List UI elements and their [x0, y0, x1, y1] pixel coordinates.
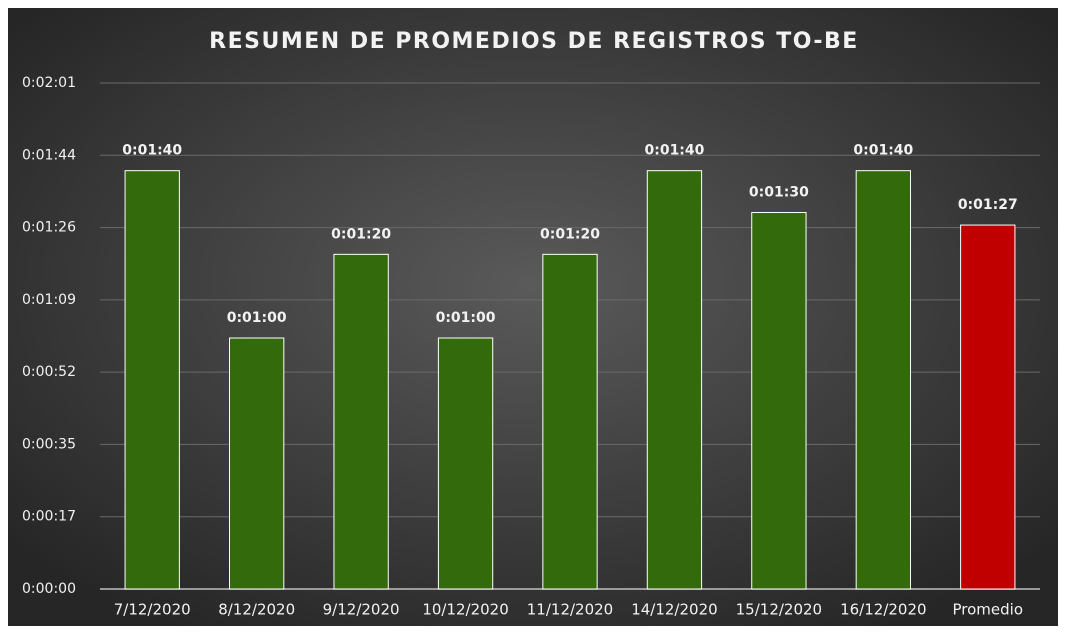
bar: [333, 253, 389, 590]
bar: [437, 337, 494, 590]
bar: [960, 224, 1016, 590]
x-tick-label: 8/12/2020: [218, 601, 295, 619]
data-label: 0:01:40: [853, 143, 913, 159]
y-tick-label: 0:01:09: [22, 292, 76, 308]
x-tick-label: 7/12/2020: [114, 601, 191, 619]
x-tick-label: 10/12/2020: [422, 601, 508, 619]
y-tick-label: 0:00:35: [22, 436, 76, 452]
x-tick-label: Promedio: [953, 601, 1024, 619]
bar: [124, 170, 180, 590]
x-tick-label: 16/12/2020: [840, 601, 926, 619]
data-label: 0:01:00: [227, 310, 287, 326]
x-tick-label: 15/12/2020: [736, 601, 822, 619]
data-label: 0:01:30: [749, 185, 809, 201]
x-tick-label: 11/12/2020: [527, 601, 613, 619]
bar: [646, 170, 703, 590]
bar: [751, 212, 807, 590]
bar: [229, 337, 285, 590]
x-tick-label: 14/12/2020: [631, 601, 717, 619]
bar: [542, 253, 598, 590]
data-label: 0:01:20: [331, 226, 391, 242]
y-tick-label: 0:01:44: [22, 147, 76, 163]
y-tick-label: 0:00:52: [22, 364, 76, 380]
data-label: 0:01:20: [540, 226, 600, 242]
bar: [855, 170, 911, 590]
data-label: 0:01:27: [958, 197, 1018, 213]
y-tick-label: 0:02:01: [22, 75, 76, 91]
x-tick-label: 9/12/2020: [323, 601, 400, 619]
data-label: 0:01:40: [644, 143, 704, 159]
y-tick-label: 0:00:00: [22, 581, 76, 597]
chart-title: RESUMEN DE PROMEDIOS DE REGISTROS TO-BE: [209, 29, 859, 54]
y-tick-label: 0:00:17: [22, 509, 76, 525]
data-label: 0:01:00: [436, 310, 496, 326]
y-tick-label: 0:01:26: [22, 220, 76, 236]
data-label: 0:01:40: [122, 143, 182, 159]
